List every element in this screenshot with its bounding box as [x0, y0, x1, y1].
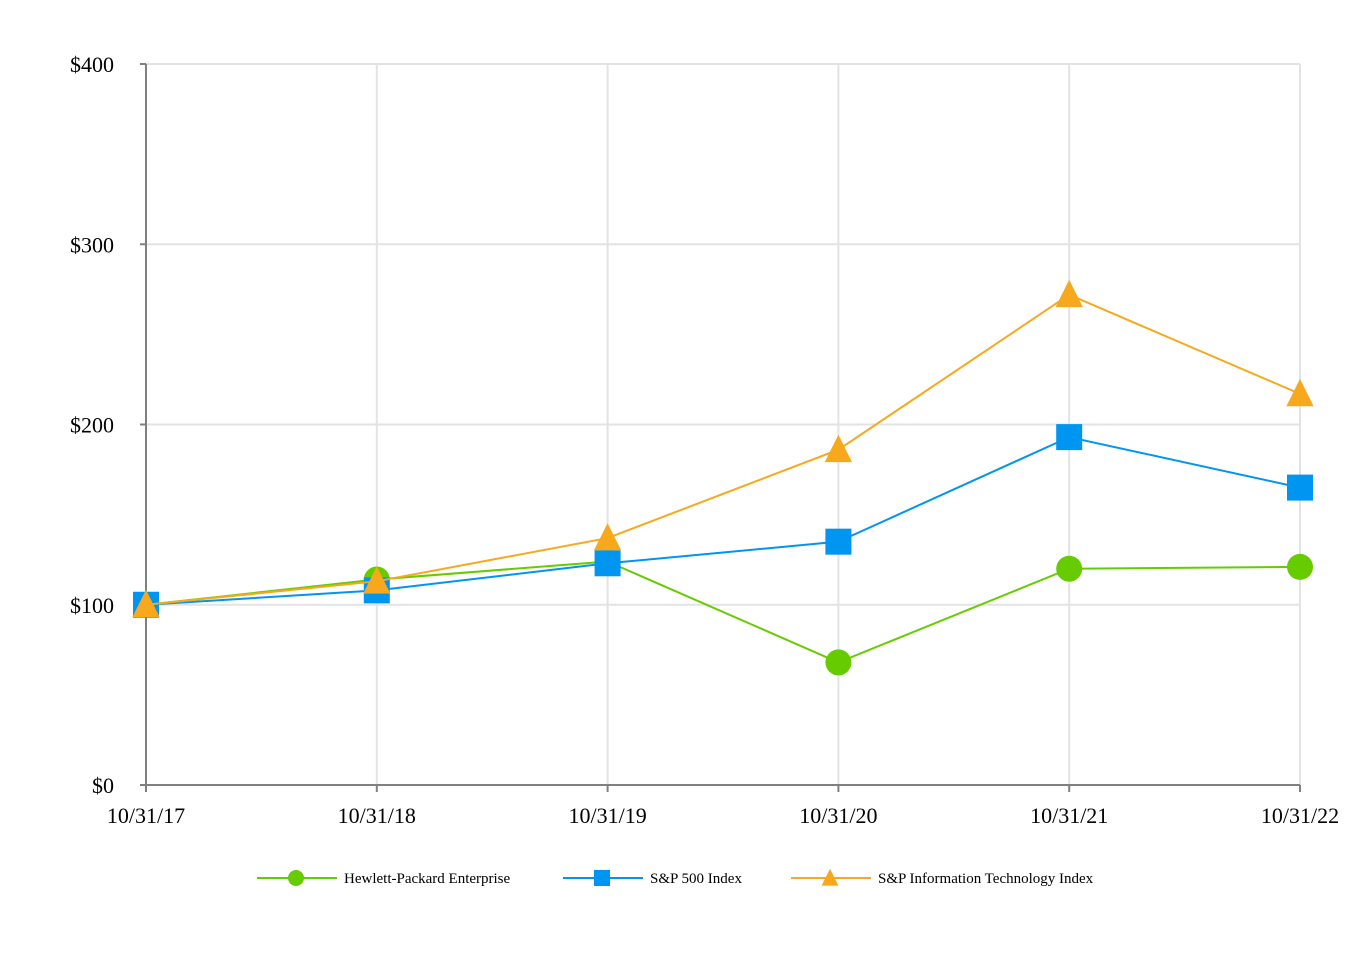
data-point-circle [1287, 553, 1313, 580]
y-axis-ticks: $0 $100 $200 $300 $400 [70, 52, 146, 798]
legend-item: Hewlett-Packard Enterprise [257, 870, 511, 887]
data-point-square [825, 528, 852, 555]
y-tick-label: $200 [70, 413, 114, 438]
data-point-circle [1056, 555, 1083, 582]
x-tick-label: 10/31/21 [1030, 803, 1108, 828]
series-line [145, 560, 1301, 664]
x-tick-label: 10/31/17 [107, 803, 185, 828]
legend-square-icon [594, 870, 610, 886]
legend-label: S&P Information Technology Index [878, 871, 1094, 887]
series-layer [132, 279, 1314, 676]
y-tick-label: $400 [70, 52, 114, 77]
data-point-square [1056, 424, 1083, 451]
legend: Hewlett-Packard Enterprise S&P 500 Index S… [257, 868, 1094, 887]
data-point-triangle [593, 523, 622, 551]
legend-triangle-icon [821, 868, 839, 886]
data-point-triangle [1286, 378, 1314, 407]
gridlines [146, 63, 1301, 785]
x-tick-label: 10/31/22 [1261, 803, 1339, 828]
legend-circle-icon [288, 870, 304, 886]
x-tick-label: 10/31/18 [338, 803, 416, 828]
data-point-triangle [1055, 279, 1083, 308]
data-point-triangle [824, 434, 853, 463]
x-tick-label: 10/31/19 [568, 803, 646, 828]
legend-label: S&P 500 Index [650, 871, 742, 887]
x-axis-ticks: 10/31/17 10/31/18 10/31/19 10/31/20 10/31/21… [107, 785, 1339, 828]
data-point-square [594, 550, 621, 577]
x-tick-label: 10/31/20 [799, 803, 877, 828]
y-tick-label: $100 [70, 593, 114, 618]
data-point-circle [825, 649, 852, 676]
data-point-triangle [363, 566, 391, 594]
legend-item: S&P 500 Index [563, 870, 742, 887]
legend-label: Hewlett-Packard Enterprise [344, 871, 511, 887]
data-point-triangle [132, 589, 160, 618]
series-line [145, 293, 1301, 606]
series-line [145, 436, 1301, 606]
series-triangle [132, 279, 1314, 618]
legend-item: S&P Information Technology Index [791, 868, 1094, 887]
data-point-square [1287, 474, 1313, 501]
y-tick-label: $0 [92, 773, 114, 798]
y-tick-label: $300 [70, 232, 114, 257]
series-circle [133, 548, 1313, 676]
